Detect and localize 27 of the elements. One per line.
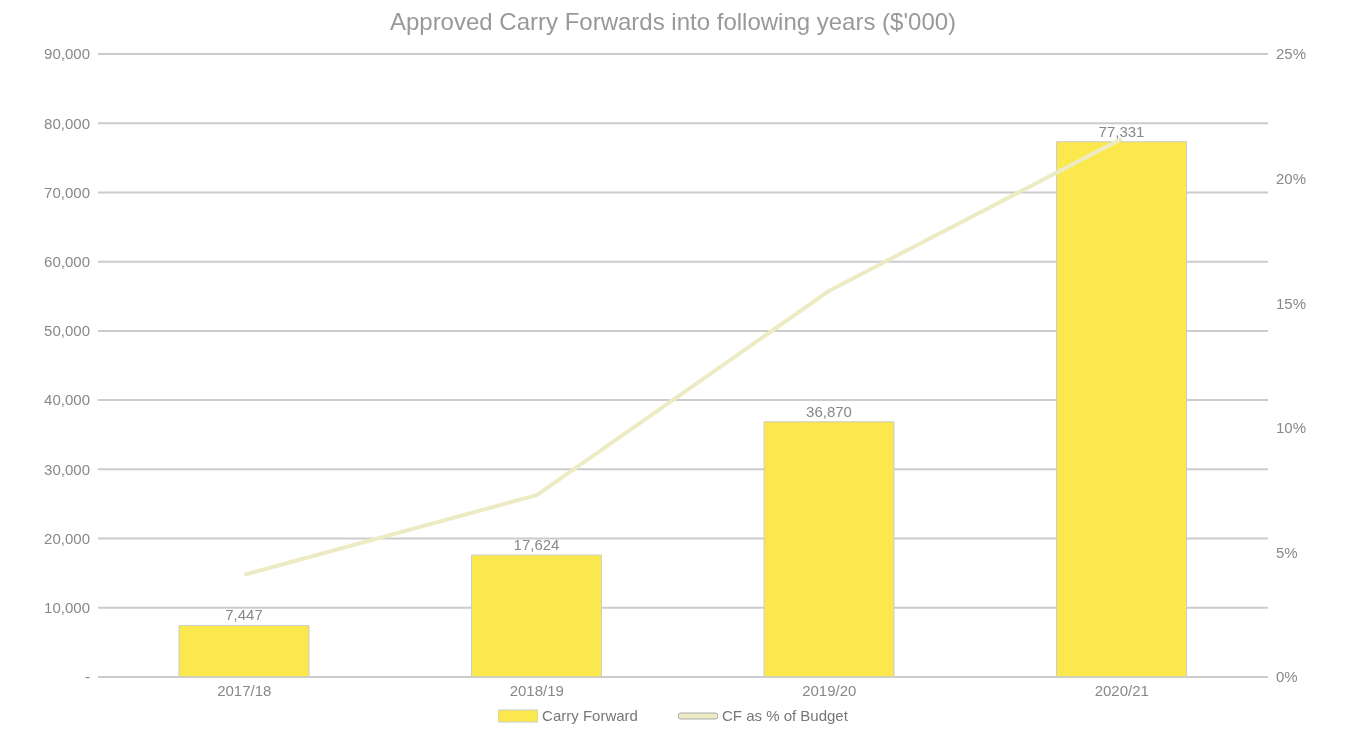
data-label: 77,331	[1098, 122, 1145, 140]
y2-tick-label: 15%	[1276, 294, 1307, 312]
y-tick-label: 20,000	[44, 529, 90, 547]
y2-tick-label: 25%	[1276, 45, 1307, 63]
legend-label: Carry Forward	[542, 707, 638, 724]
legend-label: CF as % of Budget	[721, 707, 848, 724]
y2-tick-label: 0%	[1276, 668, 1298, 686]
x-tick-label: 2017/18	[217, 681, 272, 699]
y-tick-label: 40,000	[44, 391, 90, 409]
x-tick-label: 2019/20	[802, 681, 857, 699]
y2-tick-label: 10%	[1276, 419, 1307, 437]
y-tick-label: -	[85, 668, 90, 686]
data-label: 17,624	[513, 536, 560, 553]
y-tick-label: 70,000	[44, 183, 90, 201]
y-tick-label: 10,000	[44, 599, 90, 617]
x-tick-label: 2020/21	[1094, 681, 1149, 699]
y-tick-label: 90,000	[44, 45, 90, 63]
data-label: 7,447	[225, 606, 263, 624]
y-tick-label: 80,000	[44, 114, 90, 132]
y-tick-label: 30,000	[44, 460, 90, 478]
y2-tick-label: 5%	[1276, 543, 1298, 561]
data-label: 36,870	[806, 402, 852, 420]
x-tick-label: 2018/19	[509, 681, 564, 699]
y-tick-label: 60,000	[44, 252, 90, 270]
y-tick-label: 50,000	[44, 322, 90, 340]
y2-tick-label: 20%	[1276, 169, 1307, 187]
chart-title: Approved Carry Forwards into following years ($'000)	[388, 8, 958, 37]
